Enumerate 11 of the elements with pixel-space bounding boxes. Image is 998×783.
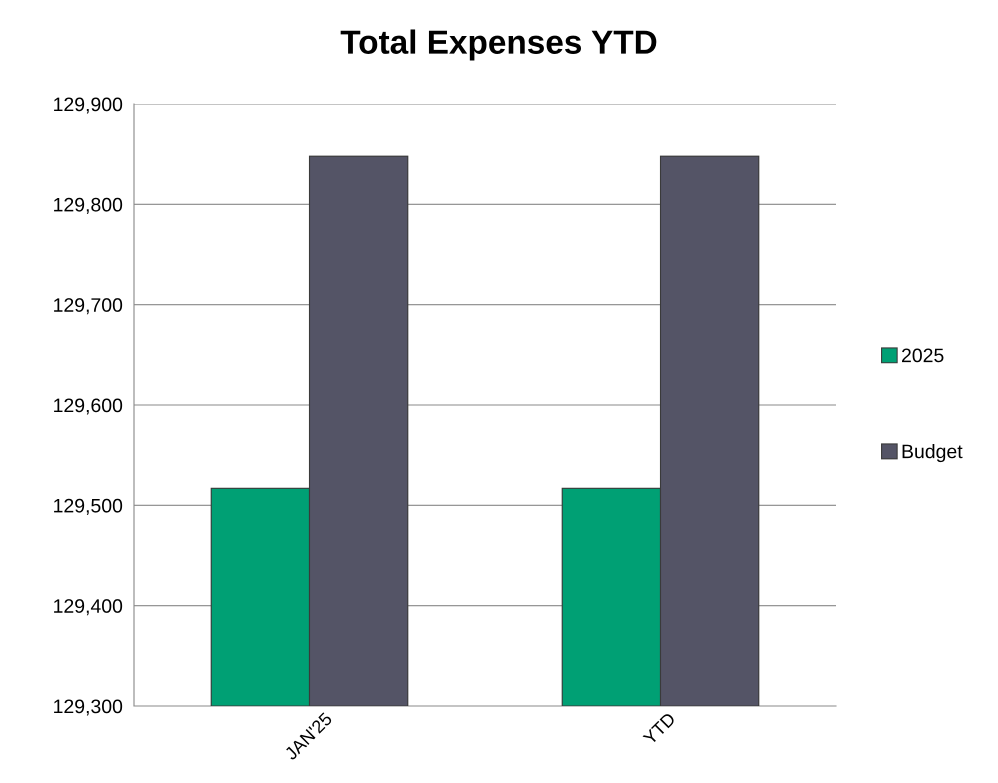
legend-label: Budget: [902, 444, 963, 462]
y-tick-label: 129,800: [54, 198, 122, 214]
y-tick-label: 129,500: [54, 498, 122, 515]
y-tick-label: 129,700: [54, 298, 122, 314]
chart-title: Total Expenses YTD: [340, 29, 656, 61]
y-tick-label: 129,900: [54, 97, 122, 114]
y-tick-label: 129,300: [54, 699, 122, 716]
y-tick-label: 129,600: [54, 398, 122, 415]
y-tick-label: 129,400: [54, 599, 122, 616]
legend-label: 2025: [902, 348, 944, 362]
x-tick-label: YTD: [642, 712, 676, 746]
